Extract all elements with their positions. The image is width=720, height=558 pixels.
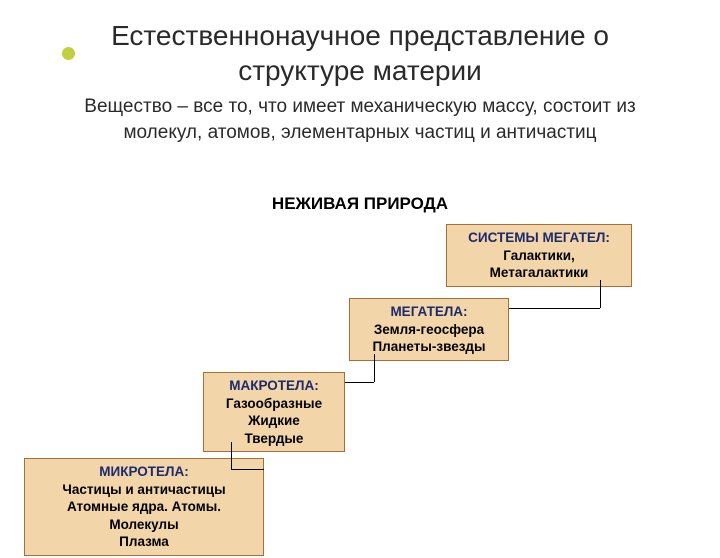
- node-systems-heading: СИСТЕМЫ МЕГАТЕЛ:: [455, 229, 623, 247]
- page-subtitle: Вещество – все то, что имеет механическу…: [0, 94, 720, 145]
- connector-segment: [600, 280, 601, 308]
- node-systems: СИСТЕМЫ МЕГАТЕЛ: Галактики,Метагалактики: [446, 224, 632, 287]
- node-megabodies: МЕГАТЕЛА: Земля-геосфераПланеты-звезды: [349, 298, 509, 361]
- node-microbodies: МИКРОТЕЛА: Частицы и античастицыАтомные …: [24, 458, 264, 556]
- node-megabodies-body: Земля-геосфераПланеты-звезды: [358, 321, 500, 356]
- node-macrobodies-heading: МАКРОТЕЛА:: [212, 377, 336, 395]
- connector-segment: [374, 354, 375, 382]
- node-systems-body: Галактики,Метагалактики: [455, 247, 623, 282]
- connector-segment: [231, 442, 232, 469]
- section-heading: НЕЖИВАЯ ПРИРОДА: [272, 194, 448, 214]
- page-title: Естественнонаучное представление о струк…: [0, 18, 720, 88]
- node-macrobodies-body: ГазообразныеЖидкиеТвердые: [212, 395, 336, 448]
- title-line2: структуре материи: [238, 55, 482, 86]
- connector-segment: [509, 308, 600, 309]
- subtitle-line2: молекул, атомов, элементарных частиц и а…: [123, 122, 596, 143]
- bullet-icon: [62, 47, 75, 60]
- connector-segment: [231, 469, 264, 470]
- node-macrobodies: МАКРОТЕЛА: ГазообразныеЖидкиеТвердые: [203, 372, 345, 452]
- connector-segment: [345, 382, 374, 383]
- node-megabodies-heading: МЕГАТЕЛА:: [358, 303, 500, 321]
- title-line1: Естественнонаучное представление о: [111, 20, 609, 51]
- subtitle-line1: Вещество – все то, что имеет механическу…: [84, 96, 635, 117]
- node-microbodies-heading: МИКРОТЕЛА:: [33, 463, 255, 481]
- node-microbodies-body: Частицы и античастицыАтомные ядра. Атомы…: [33, 481, 255, 551]
